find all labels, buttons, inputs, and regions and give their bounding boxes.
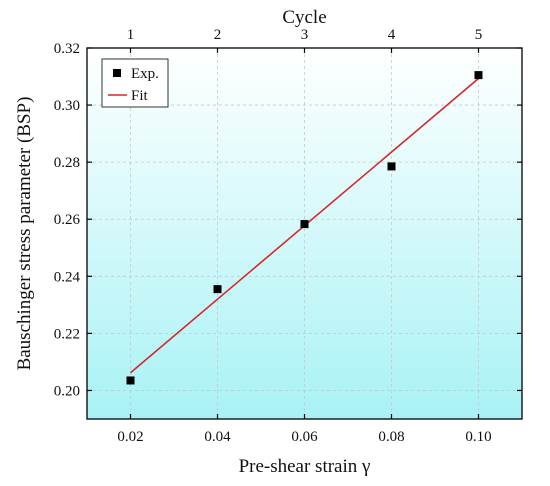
tick-labels: 0.02 0.04 0.06 0.08 0.10 1 2 3 4 5 0.20 0.22 0.24 0.2… [54,27,492,445]
legend-box [101,58,169,108]
x-tick-label: 0.08 [378,429,404,445]
legend-exp-marker [113,69,121,77]
y-tick-label: 0.22 [54,326,80,342]
exp-series [126,71,483,385]
data-point [474,71,483,80]
top-x-tick-label: 3 [301,27,309,43]
data-point [213,285,222,294]
x-tick-label: 0.10 [465,429,491,445]
x-tick-label: 0.02 [117,429,143,445]
top-x-tick-label: 4 [388,27,396,43]
top-x-tick-label: 1 [127,27,135,43]
legend-exp-label: Exp. [131,66,159,82]
y-tick-label: 0.20 [54,383,80,399]
x-tick-label: 0.04 [204,429,231,445]
y-axis-title: Bauschinger stress parameter (BSP) [14,97,35,371]
x-tick-label: 0.06 [291,429,318,445]
y-tick-label: 0.30 [54,98,80,114]
y-tick-label: 0.24 [54,269,81,285]
x-axis-title: Pre-shear strain γ [239,456,371,477]
legend: Exp. Fit [101,58,169,108]
top-x-tick-label: 2 [214,27,222,43]
data-point [126,376,135,385]
axis-ticks [87,47,522,419]
legend-fit-label: Fit [131,88,149,104]
data-point [300,220,309,229]
top-x-tick-label: 5 [475,27,483,43]
top-x-axis-title: Cycle [282,7,326,28]
y-tick-label: 0.28 [54,155,80,171]
y-tick-label: 0.26 [54,212,81,228]
data-point [387,162,396,171]
y-tick-label: 0.32 [54,41,80,57]
